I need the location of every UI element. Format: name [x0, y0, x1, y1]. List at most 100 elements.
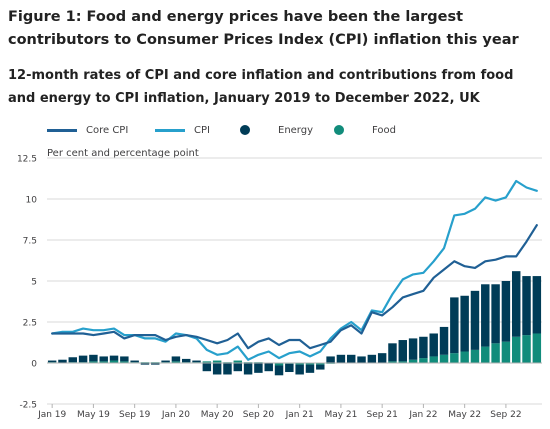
- x-tick-label: Sep 20: [243, 410, 275, 420]
- gridlines: [47, 157, 542, 405]
- energy-bar: [429, 333, 438, 357]
- x-tick-label: Sep 21: [367, 410, 398, 420]
- legend-item-core-cpi: Core CPI: [47, 122, 128, 138]
- food-bar: [439, 354, 449, 363]
- energy-bar: [223, 363, 232, 375]
- y-axis-label: Per cent and percentage point: [47, 148, 199, 159]
- food-bar: [481, 346, 490, 363]
- food-bar: [120, 361, 129, 363]
- y-tick-label: 5: [31, 278, 37, 288]
- legend-swatch-cpi: [155, 128, 185, 132]
- energy-bar: [316, 364, 325, 370]
- food-bar: [109, 360, 119, 363]
- energy-bars: [47, 271, 542, 376]
- energy-bar: [140, 363, 150, 365]
- y-tick-label: 2.5: [23, 319, 37, 329]
- energy-bar: [470, 290, 480, 350]
- food-bar: [511, 336, 521, 363]
- food-bar: [316, 363, 325, 365]
- food-bar: [522, 335, 531, 363]
- y-tick-label: 7.5: [23, 237, 37, 247]
- series-lines: [51, 179, 538, 361]
- energy-bar: [99, 356, 108, 362]
- food-bar: [171, 361, 181, 363]
- y-tick-label: 10: [26, 196, 38, 206]
- food-bar: [212, 360, 222, 363]
- figure-title: Figure 1: Food and energy prices have be…: [8, 9, 519, 48]
- food-bar: [419, 358, 428, 363]
- energy-bar: [398, 340, 408, 362]
- food-bar: [89, 361, 98, 363]
- energy-bar: [192, 360, 201, 363]
- food-bar: [202, 361, 212, 363]
- legend-label-cpi: CPI: [194, 124, 210, 136]
- energy-bar: [491, 284, 500, 344]
- energy-bar: [274, 365, 284, 376]
- energy-bar: [336, 354, 346, 363]
- legend-label-core-cpi: Core CPI: [86, 124, 129, 136]
- energy-bar: [58, 359, 67, 363]
- x-tick-label: Sep 19: [119, 410, 151, 420]
- energy-bar: [233, 363, 243, 372]
- food-bar: [408, 359, 418, 363]
- energy-bar: [243, 363, 253, 375]
- legend-item-energy: Energy: [240, 122, 313, 138]
- legend-item-food: Food: [334, 122, 396, 138]
- energy-bar: [161, 360, 170, 363]
- food-bar: [532, 333, 542, 363]
- food-bar: [305, 363, 315, 365]
- food-bar: [274, 363, 284, 366]
- energy-bar: [501, 281, 511, 342]
- x-tick-label: Jan 20: [161, 410, 190, 420]
- x-tick-label: May 20: [201, 410, 234, 420]
- legend-label-food: Food: [372, 124, 396, 136]
- energy-bar: [481, 284, 490, 347]
- legend-swatch-energy: [240, 125, 250, 135]
- x-tick-label: May 19: [77, 410, 110, 420]
- energy-bar: [68, 357, 78, 363]
- food-bar: [501, 341, 511, 363]
- x-tick-label: Sep 22: [490, 410, 521, 420]
- energy-bar: [47, 360, 57, 363]
- food-bar: [99, 361, 108, 363]
- energy-bar: [346, 354, 356, 363]
- legend-label-energy: Energy: [278, 124, 314, 136]
- energy-bar: [130, 360, 139, 363]
- y-tick-label: 12.5: [17, 155, 37, 165]
- food-bar: [295, 363, 304, 365]
- energy-bar: [212, 363, 222, 375]
- legend-swatch-food: [334, 125, 344, 135]
- food-bar: [233, 360, 243, 363]
- energy-bar: [408, 338, 418, 360]
- x-tick-label: Jan 19: [37, 410, 66, 420]
- energy-bar: [295, 364, 304, 375]
- energy-bar: [285, 363, 294, 373]
- energy-bar: [357, 356, 366, 363]
- x-tick-labels: Jan 19 May 19 Sep 19 Jan 20 May 20 Sep 20 Jan …: [37, 404, 522, 420]
- food-bar: [460, 351, 469, 363]
- legend-swatch-core-cpi: [47, 128, 77, 132]
- x-tick-label: Jan 22: [408, 410, 437, 420]
- legend-item-cpi: CPI: [155, 122, 210, 138]
- energy-bar: [78, 355, 88, 363]
- energy-bar: [419, 336, 428, 359]
- food-bar: [470, 349, 480, 363]
- food-bar: [429, 356, 438, 363]
- energy-bar: [439, 326, 449, 355]
- energy-bar: [181, 358, 191, 363]
- energy-bar: [377, 353, 387, 363]
- energy-bar: [460, 295, 469, 352]
- food-bar: [491, 343, 500, 363]
- energy-bar: [202, 363, 212, 372]
- food-bar: [450, 353, 459, 363]
- x-tick-label: May 21: [324, 410, 357, 420]
- y-tick-labels: -2.5 0 2.5 5 7.5 10 12.5: [17, 155, 37, 411]
- core-cpi-line: [51, 224, 538, 350]
- y-tick-label: 0: [31, 360, 37, 370]
- energy-bar: [511, 271, 521, 337]
- x-tick-label: May 22: [448, 410, 481, 420]
- y-tick-label: -2.5: [19, 401, 37, 411]
- energy-bar: [367, 354, 377, 363]
